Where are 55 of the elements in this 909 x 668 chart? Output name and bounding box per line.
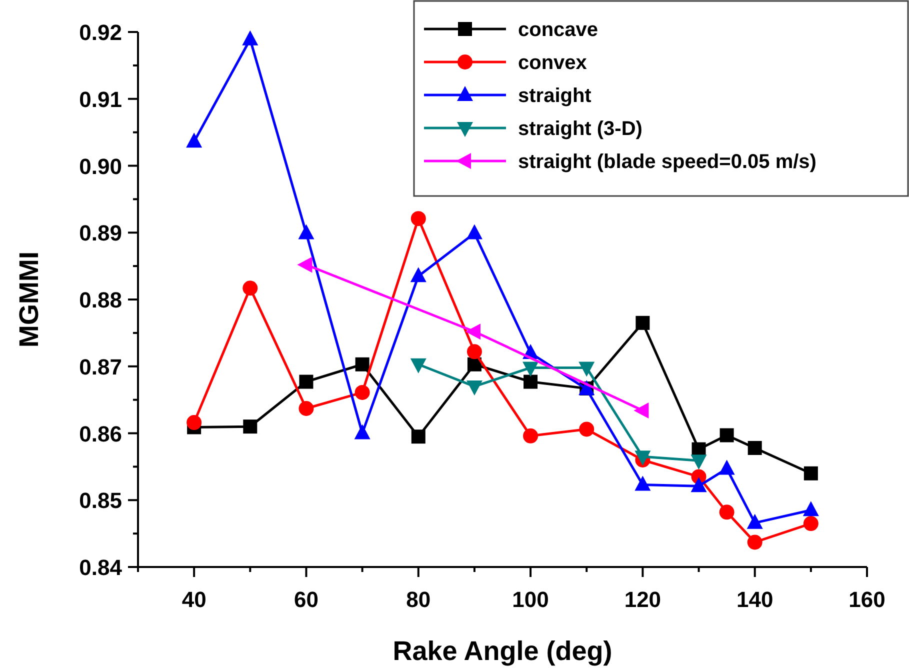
x-tick-label: 160 (848, 587, 886, 612)
point (186, 415, 202, 430)
point (579, 422, 594, 437)
point (746, 514, 763, 529)
x-tick-label: 100 (512, 587, 549, 612)
y-tick-label: 0.88 (79, 288, 122, 312)
point (803, 516, 818, 532)
y-tick-label: 0.84 (79, 555, 123, 580)
point (299, 374, 314, 389)
point (636, 316, 650, 330)
point (298, 224, 314, 240)
y-tick-label: 0.91 (79, 86, 122, 112)
point (242, 30, 258, 46)
point (719, 504, 734, 520)
y-tick-label: 0.86 (79, 421, 122, 446)
point (466, 344, 482, 360)
point (298, 401, 314, 416)
x-tick-label: 120 (624, 587, 662, 612)
y-tick-label: 0.87 (79, 354, 122, 380)
point (354, 424, 370, 440)
legend-label: straight (518, 85, 592, 107)
point (634, 476, 651, 491)
point (748, 440, 762, 455)
point (411, 430, 426, 444)
point (804, 466, 818, 480)
x-tick-label: 40 (182, 587, 206, 612)
x-tick-label: 80 (406, 587, 431, 612)
y-tick-label: 0.85 (79, 488, 122, 514)
point (354, 384, 370, 400)
point (524, 374, 538, 389)
x-tick-label: 60 (294, 587, 318, 612)
x-axis-title: Rake Angle (deg) (392, 636, 612, 666)
point (410, 267, 426, 282)
point (523, 428, 538, 444)
point (720, 428, 734, 442)
point (747, 534, 762, 550)
point (802, 501, 819, 516)
point (242, 280, 258, 296)
legend-label: convex (518, 52, 587, 74)
legend-label: straight (blade speed=0.05 m/s) (518, 151, 816, 173)
y-tick-label: 0.89 (79, 220, 122, 246)
legend-label: straight (3-D) (518, 118, 642, 140)
y-tick-label: 0.92 (79, 20, 122, 45)
point (410, 211, 426, 226)
x-tick-label: 140 (736, 587, 774, 612)
point (466, 224, 482, 240)
y-tick-label: 0.90 (79, 154, 122, 179)
point (243, 420, 258, 434)
point (718, 460, 735, 475)
point (355, 357, 370, 372)
point (634, 402, 649, 419)
point (186, 132, 202, 148)
point (690, 477, 707, 492)
legend-label: concave (518, 19, 598, 41)
y-axis-title: MGMMI (14, 252, 44, 348)
